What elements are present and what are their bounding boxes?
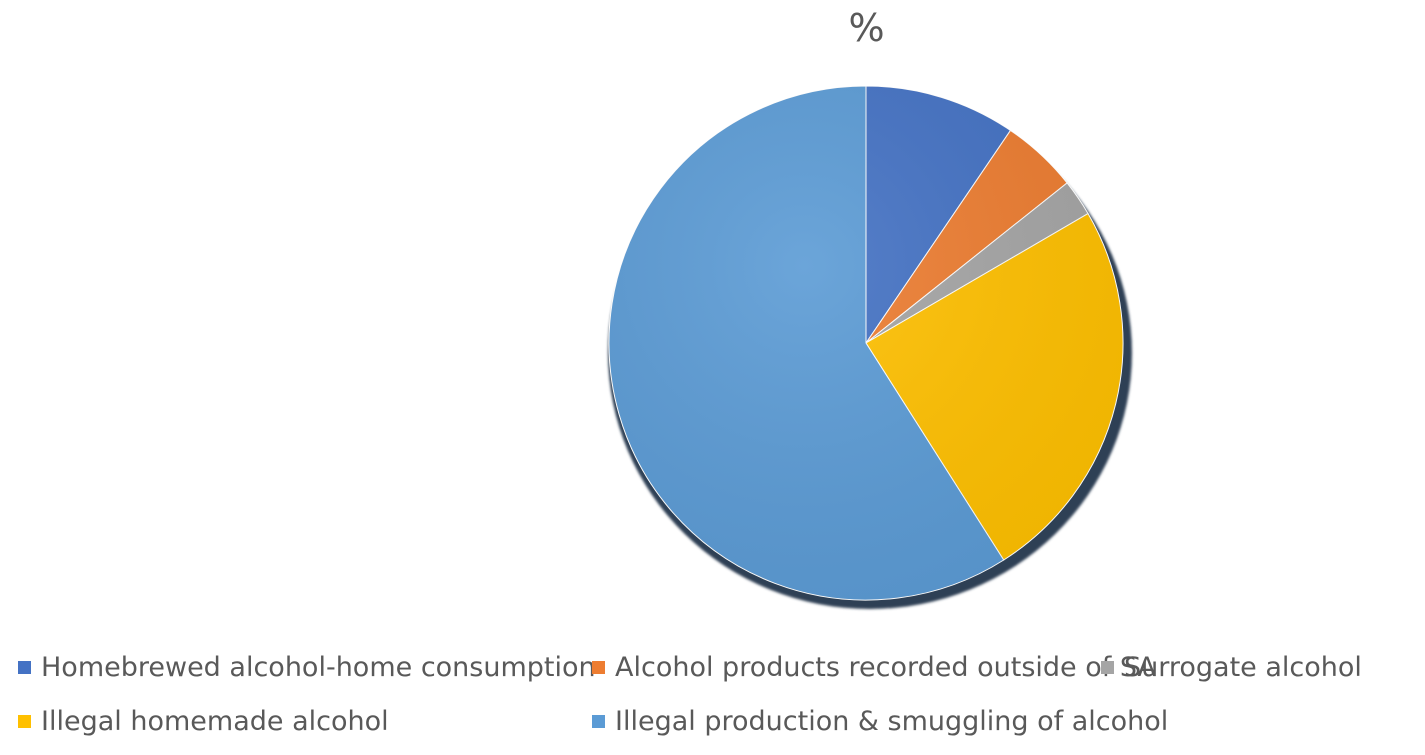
pie-shading — [609, 86, 1123, 600]
chart-title: % — [848, 6, 885, 50]
